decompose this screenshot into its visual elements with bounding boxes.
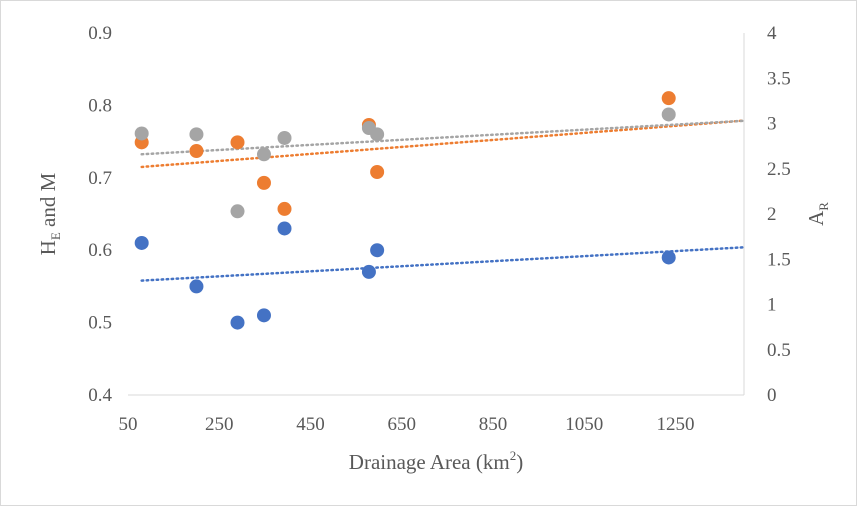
series-2-point <box>661 91 676 106</box>
y-right-tick-label: 0.5 <box>767 340 791 361</box>
series-3-point <box>370 127 385 142</box>
series-3-point <box>230 204 245 219</box>
series-3-trendline <box>140 119 746 156</box>
series-3-point <box>256 147 271 162</box>
series-1-point <box>230 315 245 330</box>
y-right-tick-label: 4 <box>767 23 777 44</box>
y-right-tick-label: 3.5 <box>767 68 791 89</box>
x-tick-label: 850 <box>479 414 508 435</box>
y-left-tick-labels: 0.4 0.5 0.6 0.7 0.8 0.9 <box>88 23 112 406</box>
x-tick-label: 250 <box>205 414 234 435</box>
series-1-point <box>189 279 204 294</box>
series-1-point <box>361 264 376 279</box>
series-2-point <box>370 165 385 180</box>
series-2-point <box>256 175 271 190</box>
series-2-point <box>189 144 204 159</box>
series-3-point <box>134 126 149 141</box>
series-1-trendline <box>140 246 746 282</box>
y-left-tick-label: 0.8 <box>88 95 112 116</box>
x-tick-label: 450 <box>296 414 325 435</box>
x-axis-title: Drainage Area (km2) <box>349 448 523 474</box>
y-left-tick-label: 0.9 <box>88 23 112 44</box>
series-3-point <box>189 127 204 142</box>
series-1-point <box>277 221 292 236</box>
y-left-tick-label: 0.5 <box>88 313 112 334</box>
y-right-tick-label: 2 <box>767 204 777 225</box>
x-tick-labels: 50 250 450 650 850 1050 1250 <box>119 414 695 435</box>
y-right-axis-title: AR <box>804 202 831 226</box>
y-left-tick-label: 0.6 <box>88 240 112 261</box>
y-right-tick-label: 3 <box>767 114 777 135</box>
y-left-tick-label: 0.7 <box>88 168 112 189</box>
y-left-tick-label: 0.4 <box>88 385 112 406</box>
x-tick-label: 50 <box>119 414 138 435</box>
series-1-point <box>256 308 271 323</box>
series-2-trendline <box>140 119 746 169</box>
series-1-point <box>661 250 676 265</box>
y-right-tick-label: 2.5 <box>767 159 791 180</box>
y-left-axis-title: HE and M <box>36 172 63 255</box>
series-3-point <box>277 130 292 145</box>
x-tick-label: 650 <box>388 414 417 435</box>
series-1-point <box>370 243 385 258</box>
y-right-tick-labels: 0 0.5 1 1.5 2 2.5 3 3.5 4 <box>767 23 791 406</box>
data-points <box>134 91 676 330</box>
y-right-tick-label: 1 <box>767 295 777 316</box>
series-2-point <box>230 135 245 150</box>
x-tick-label: 1050 <box>565 414 603 435</box>
y-right-tick-label: 1.5 <box>767 249 791 270</box>
series-3-point <box>661 107 676 122</box>
x-tick-label: 1250 <box>657 414 695 435</box>
trendlines <box>140 119 746 282</box>
series-1-point <box>134 235 149 250</box>
series-2-point <box>277 201 292 216</box>
y-right-tick-label: 0 <box>767 385 777 406</box>
